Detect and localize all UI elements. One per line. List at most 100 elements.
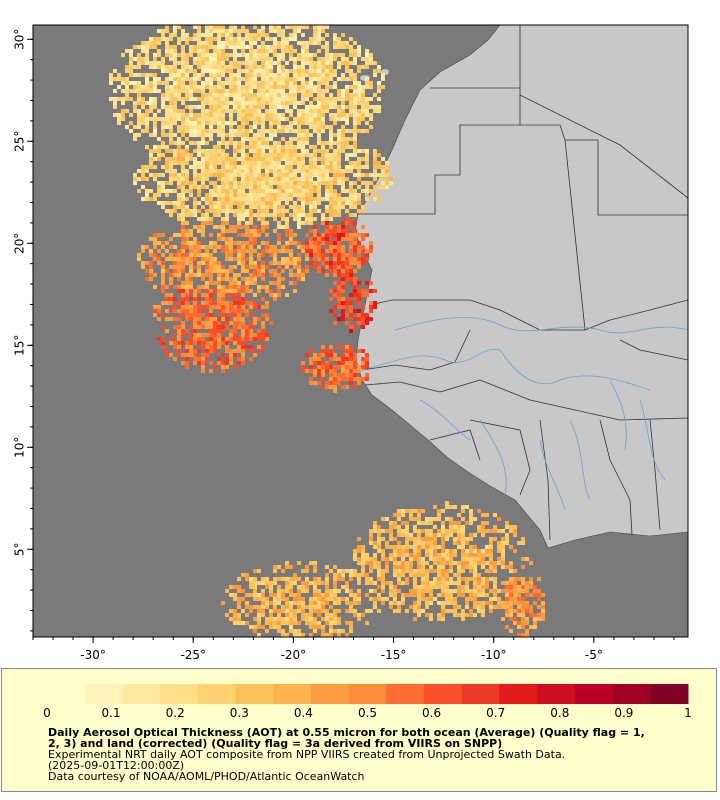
aot-pixel xyxy=(297,73,301,77)
aot-pixel xyxy=(189,93,193,97)
aot-pixel xyxy=(309,181,313,185)
aot-pixel xyxy=(365,181,369,185)
aot-pixel xyxy=(157,249,161,253)
aot-pixel xyxy=(229,45,233,49)
aot-pixel xyxy=(261,129,265,133)
aot-pixel xyxy=(305,253,309,257)
aot-pixel xyxy=(517,601,521,605)
aot-pixel xyxy=(241,257,245,261)
aot-pixel xyxy=(309,201,313,205)
aot-pixel xyxy=(509,617,513,621)
aot-pixel xyxy=(285,249,289,253)
aot-pixel xyxy=(209,361,213,365)
aot-pixel xyxy=(497,541,501,545)
aot-pixel xyxy=(185,289,189,293)
aot-pixel xyxy=(321,153,325,157)
aot-pixel xyxy=(365,185,369,189)
aot-pixel xyxy=(217,317,221,321)
aot-pixel xyxy=(233,349,237,353)
aot-pixel xyxy=(313,73,317,77)
aot-pixel xyxy=(193,353,197,357)
aot-pixel xyxy=(337,345,341,349)
aot-pixel xyxy=(265,333,269,337)
aot-pixel xyxy=(329,357,333,361)
aot-pixel xyxy=(273,85,277,89)
aot-pixel xyxy=(173,81,177,85)
aot-pixel xyxy=(345,361,349,365)
aot-pixel xyxy=(181,281,185,285)
aot-pixel xyxy=(297,601,301,605)
aot-pixel xyxy=(245,301,249,305)
aot-pixel xyxy=(461,593,465,597)
aot-pixel xyxy=(261,97,265,101)
aot-pixel xyxy=(257,93,261,97)
aot-pixel xyxy=(317,233,321,237)
aot-pixel xyxy=(173,333,177,337)
aot-pixel xyxy=(169,133,173,137)
aot-pixel xyxy=(297,109,301,113)
aot-pixel xyxy=(137,85,141,89)
aot-pixel xyxy=(181,29,185,33)
aot-pixel xyxy=(257,73,261,77)
aot-pixel xyxy=(309,209,313,213)
aot-pixel xyxy=(273,25,277,29)
aot-pixel xyxy=(377,545,381,549)
aot-pixel xyxy=(229,109,233,113)
aot-pixel xyxy=(181,229,185,233)
aot-pixel xyxy=(333,313,337,317)
aot-pixel xyxy=(193,297,197,301)
aot-pixel xyxy=(349,345,353,349)
aot-pixel xyxy=(273,61,277,65)
aot-pixel xyxy=(341,237,345,241)
aot-pixel xyxy=(209,333,213,337)
aot-pixel xyxy=(365,581,369,585)
aot-pixel xyxy=(161,273,165,277)
aot-pixel xyxy=(313,245,317,249)
aot-pixel xyxy=(273,149,277,153)
aot-pixel xyxy=(317,33,321,37)
aot-pixel xyxy=(121,109,125,113)
aot-pixel xyxy=(261,321,265,325)
aot-pixel xyxy=(177,73,181,77)
aot-pixel xyxy=(237,165,241,169)
aot-pixel xyxy=(225,349,229,353)
aot-pixel xyxy=(317,165,321,169)
aot-pixel xyxy=(337,89,341,93)
aot-pixel xyxy=(453,553,457,557)
aot-pixel xyxy=(233,585,237,589)
aot-pixel xyxy=(301,69,305,73)
aot-pixel xyxy=(241,345,245,349)
aot-pixel xyxy=(349,601,353,605)
aot-pixel xyxy=(205,81,209,85)
aot-pixel xyxy=(265,265,269,269)
aot-pixel xyxy=(141,165,145,169)
aot-pixel xyxy=(261,197,265,201)
aot-pixel xyxy=(493,597,497,601)
aot-pixel xyxy=(257,177,261,181)
aot-pixel xyxy=(177,181,181,185)
aot-pixel xyxy=(309,77,313,81)
aot-pixel xyxy=(289,185,293,189)
aot-pixel xyxy=(281,149,285,153)
aot-pixel xyxy=(325,61,329,65)
aot-pixel xyxy=(205,305,209,309)
aot-pixel xyxy=(345,209,349,213)
aot-pixel xyxy=(245,61,249,65)
aot-pixel xyxy=(413,585,417,589)
aot-pixel xyxy=(465,605,469,609)
aot-pixel xyxy=(469,509,473,513)
aot-pixel xyxy=(165,309,169,313)
aot-pixel xyxy=(233,257,237,261)
aot-pixel xyxy=(341,353,345,357)
aot-pixel xyxy=(185,313,189,317)
aot-pixel xyxy=(509,525,513,529)
aot-pixel xyxy=(285,25,289,29)
aot-pixel xyxy=(185,341,189,345)
aot-pixel xyxy=(285,97,289,101)
aot-pixel xyxy=(245,165,249,169)
aot-pixel xyxy=(253,569,257,573)
aot-pixel xyxy=(365,553,369,557)
x-tick-label: -30° xyxy=(80,648,106,662)
aot-pixel xyxy=(325,169,329,173)
aot-pixel xyxy=(221,265,225,269)
